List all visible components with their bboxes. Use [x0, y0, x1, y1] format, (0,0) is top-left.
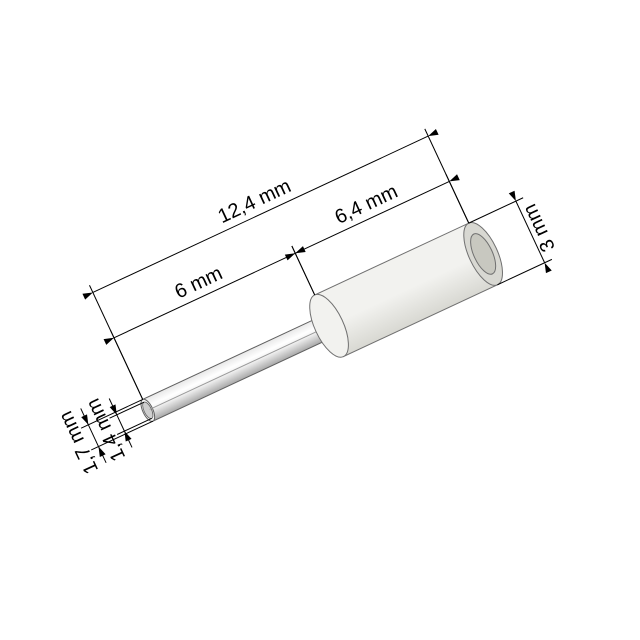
ferrule — [129, 217, 511, 443]
dim-collar-length: 6,4 mm — [332, 181, 402, 229]
dim-tube-length: 6 mm — [171, 262, 226, 303]
tube-inner-line — [150, 326, 329, 410]
dim-total-length: 12,4 mm — [215, 175, 295, 228]
dim-collar-dia: 3 mm — [519, 200, 560, 255]
dimensioned-ferrule-diagram: 12,4 mm6 mm6,4 mm1,7 mm1,4 mm3 mm — [0, 0, 640, 640]
scene-rotated: 12,4 mm6 mm6,4 mm1,7 mm1,4 mm3 mm — [3, 83, 567, 487]
